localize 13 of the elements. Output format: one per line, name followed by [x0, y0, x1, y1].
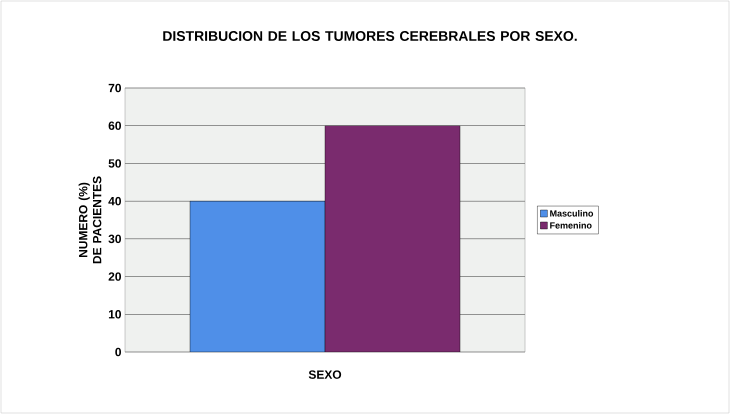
y-tick-label: 20	[108, 272, 121, 281]
y-tick-label: 70	[108, 84, 121, 92]
legend-label: Femenino	[550, 222, 592, 229]
y-tick-label: 0	[115, 348, 121, 356]
chart-title: DISTRIBUCION DE LOS TUMORES CEREBRALES POR SEXO.	[163, 31, 577, 41]
y-tick-label: 30	[108, 234, 121, 244]
y-tick-label: 50	[108, 159, 121, 168]
y-tick-label: 60	[108, 121, 121, 130]
y-axis-title: NUMERO (%) DE PACIENTES	[78, 176, 102, 264]
y-tick-label: 10	[108, 310, 121, 319]
x-axis-title: SEXO	[308, 370, 342, 379]
y-tick-label: 40	[108, 196, 121, 206]
legend-label: Masculino	[550, 210, 594, 217]
